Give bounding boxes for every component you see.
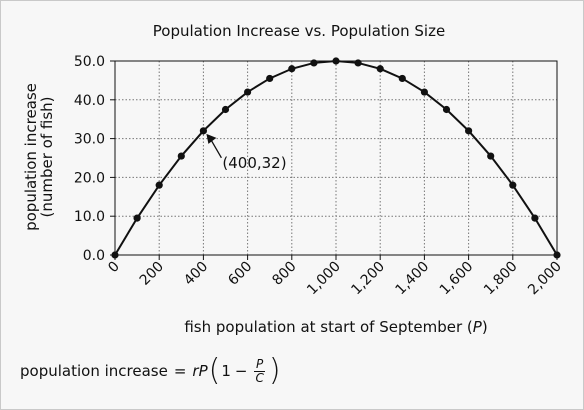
- y-tick-label: 30.0: [74, 132, 105, 148]
- y-axis-label-line2: (number of fish): [38, 96, 56, 217]
- data-point: [221, 105, 230, 114]
- data-point: [155, 181, 163, 189]
- x-tick-label: 600: [225, 259, 255, 289]
- x-tick-label: 1,400: [393, 259, 433, 299]
- chart-title: Population Increase vs. Population Size: [153, 22, 445, 40]
- formula-r: r: [192, 362, 199, 380]
- x-tick-label: 800: [269, 259, 299, 289]
- formula-minus: −: [234, 362, 248, 380]
- formula-close-paren: ): [268, 353, 281, 388]
- data-point: [376, 65, 384, 73]
- x-tick-label: 1,600: [437, 259, 477, 299]
- formula-lhs: population increase: [20, 362, 168, 380]
- formula-open-paren: (: [208, 353, 221, 388]
- data-point: [133, 214, 141, 222]
- x-axis-label-variable: P: [473, 318, 483, 336]
- y-tick-label: 40.0: [74, 93, 105, 109]
- formula-equals: =: [173, 362, 187, 380]
- x-tick-label: 200: [137, 259, 167, 289]
- x-axis-label-close: ): [482, 318, 488, 336]
- x-axis-label: fish population at start of September (P…: [184, 318, 487, 336]
- data-point: [442, 105, 451, 114]
- x-axis-label-text: fish population at start of September (: [184, 318, 472, 336]
- data-points: [111, 57, 561, 259]
- annotation-arrow: [209, 138, 222, 159]
- formula-numerator: P: [254, 356, 266, 372]
- formula-fraction: P C: [253, 356, 266, 385]
- data-point: [354, 59, 362, 67]
- y-tick-label: 0.0: [83, 248, 105, 264]
- data-point: [487, 152, 495, 160]
- formula-one: 1: [221, 362, 231, 380]
- data-point: [310, 59, 318, 67]
- data-point: [420, 88, 428, 96]
- x-tick-label: 1,200: [348, 259, 388, 299]
- formula: population increase = r P ( 1 − P C ): [20, 356, 282, 386]
- formula-p: P: [198, 362, 208, 380]
- y-axis-label-line1: population increase: [22, 83, 40, 231]
- annotation: (400,32): [206, 133, 287, 172]
- data-point: [111, 251, 119, 259]
- data-point: [398, 74, 406, 83]
- annotation-arrowhead: [206, 133, 217, 144]
- y-axis-ticks: 0.0 10.0 20.0 30.0 40.0 50.0: [74, 54, 115, 264]
- x-axis-ticks: 0 200 400 600 800 1,000 1,200 1,400 1,600 1,800 2,…: [105, 255, 565, 298]
- data-point: [199, 127, 207, 135]
- data-point: [244, 88, 252, 96]
- y-tick-label: 50.0: [74, 54, 105, 70]
- data-point: [266, 74, 274, 83]
- data-point: [553, 251, 561, 259]
- annotation-label: (400,32): [222, 154, 286, 172]
- data-point: [531, 214, 539, 222]
- x-tick-label: 1,800: [481, 259, 521, 299]
- data-point: [288, 65, 296, 73]
- x-tick-label: 1,000: [304, 259, 344, 299]
- data-point: [465, 127, 473, 135]
- data-point: [177, 152, 185, 160]
- y-tick-label: 20.0: [74, 170, 105, 186]
- data-point: [509, 181, 517, 189]
- x-tick-label: 0: [105, 259, 123, 277]
- y-tick-label: 10.0: [74, 209, 105, 225]
- x-tick-label: 400: [181, 259, 211, 289]
- formula-denominator: C: [255, 370, 264, 385]
- x-tick-label: 2,000: [525, 259, 565, 299]
- data-point: [332, 57, 340, 65]
